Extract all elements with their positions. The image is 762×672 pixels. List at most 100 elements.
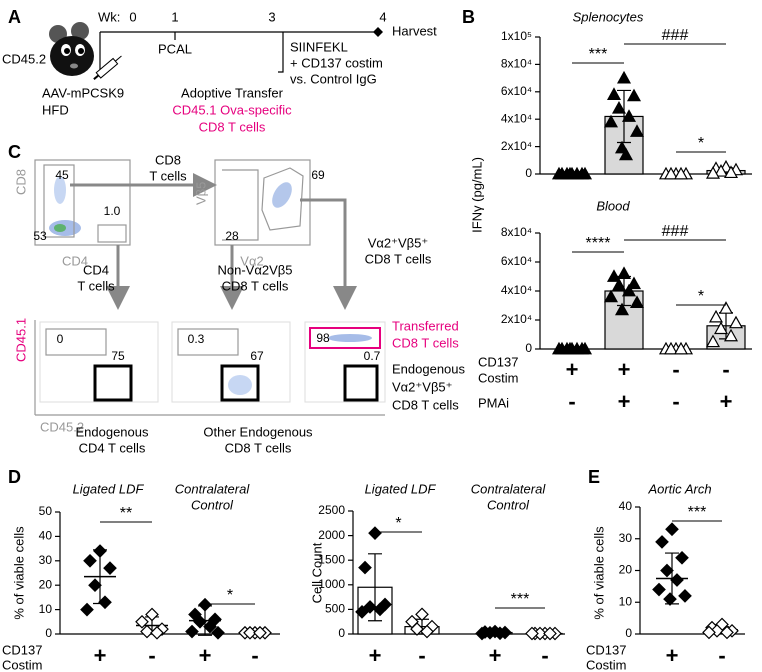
arrow-label: T cells — [149, 168, 187, 183]
error-bar — [617, 89, 631, 144]
axis-label: CD4 — [62, 253, 88, 268]
data-point — [723, 328, 739, 342]
condition-label: CD137 — [586, 642, 626, 657]
y-axis-label: % of viable cells — [11, 526, 26, 620]
y-tick-label: 30 — [619, 531, 633, 545]
population-label: Transferred — [392, 318, 459, 333]
data-point — [663, 166, 679, 180]
week-label: 0 — [129, 9, 136, 24]
data-point — [103, 561, 117, 575]
data-point — [363, 600, 377, 614]
population-label: Vα2⁺Vβ5⁺ — [392, 379, 453, 394]
y-tick-label: 2x10⁴ — [501, 139, 532, 153]
data-point — [713, 164, 729, 177]
y-tick-label: 2500 — [318, 503, 345, 517]
condition-sign: + — [199, 643, 212, 668]
arrow-label: CD4 — [83, 262, 109, 277]
population-label: CD8 T cells — [225, 440, 292, 455]
significance-label: * — [227, 587, 233, 604]
data-point — [720, 625, 734, 640]
panel-label: D — [8, 467, 21, 487]
gate-value: 0.7 — [364, 349, 381, 363]
condition-sign: + — [94, 643, 107, 668]
data-point — [185, 624, 199, 639]
flow-plots — [34, 159, 386, 416]
data-point — [705, 334, 721, 348]
condition-sign: + — [566, 357, 579, 382]
arrow-label: CD8 T cells — [365, 251, 432, 266]
data-point — [675, 550, 689, 565]
data-point — [629, 124, 645, 137]
condition-sign: + — [618, 389, 631, 414]
condition-sign: - — [672, 389, 679, 414]
data-point — [211, 625, 225, 640]
condition-sign: - — [251, 643, 258, 668]
chart-title: Splenocytes — [573, 9, 644, 24]
data-point — [98, 595, 112, 610]
model-label: AAV-mPCSK9 — [42, 85, 124, 100]
data-point — [253, 625, 267, 640]
condition-sign: - — [718, 643, 725, 668]
panel-label: A — [8, 7, 21, 27]
condition-sign: - — [541, 643, 548, 668]
significance-label: * — [698, 135, 704, 152]
data-point — [621, 283, 637, 297]
y-tick-label: 40 — [619, 499, 633, 513]
data-point — [606, 87, 622, 100]
condition-sign: + — [369, 643, 382, 668]
data-point — [616, 266, 632, 279]
condition-sign: + — [618, 357, 631, 382]
data-point — [562, 166, 578, 180]
data-point — [616, 70, 632, 84]
data-point — [543, 626, 557, 641]
data-point — [708, 309, 724, 323]
population-label: Endogenous — [75, 424, 149, 439]
data-point — [562, 341, 578, 355]
data-point — [135, 614, 149, 629]
data-point — [621, 109, 637, 122]
event-label: PCAL — [158, 41, 192, 56]
data-point — [728, 315, 744, 329]
chart-title: Ligated LDF — [73, 481, 145, 496]
data-point — [678, 589, 692, 603]
y-tick-label: 10 — [619, 594, 633, 608]
condition-label: Costim — [478, 370, 518, 385]
gate-value: 75 — [111, 349, 125, 363]
y-tick-label: 1500 — [318, 552, 345, 566]
condition-label: PMAi — [478, 395, 509, 410]
data-point — [551, 341, 567, 355]
event-label: CD45.1 Ova-specific — [172, 102, 292, 117]
week-label: 4 — [379, 9, 386, 24]
data-point — [603, 114, 619, 128]
data-point — [673, 166, 689, 180]
data-point — [355, 605, 369, 619]
data-point — [150, 625, 164, 640]
data-point — [670, 573, 684, 587]
data-point — [705, 166, 721, 179]
significance-label: **** — [586, 235, 611, 252]
data-point — [193, 614, 207, 629]
y-tick-label: 8x10⁴ — [501, 57, 532, 71]
significance-label: ### — [662, 27, 689, 44]
y-tick-label: 20 — [619, 563, 633, 577]
chart-title: Aortic Arch — [647, 481, 711, 496]
condition-sign: + — [720, 389, 733, 414]
panel-label: C — [8, 142, 21, 162]
arrow-label: T cells — [77, 278, 115, 293]
event-label: Adoptive Transfer — [181, 85, 284, 100]
axis-label: Vβ5 — [193, 182, 208, 205]
chart-title: Blood — [596, 198, 630, 213]
condition-sign: - — [568, 389, 575, 414]
gate-value: 1.0 — [104, 204, 121, 218]
population-label: CD8 T cells — [392, 335, 459, 350]
data-point — [618, 147, 634, 161]
gate-value: 0 — [57, 332, 64, 346]
arrow-label: CD8 T cells — [222, 278, 289, 293]
y-tick-label: 0 — [338, 626, 345, 640]
condition-sign: + — [666, 643, 679, 668]
data-point — [603, 289, 619, 303]
data-point — [626, 276, 642, 290]
population-label: CD8 T cells — [392, 397, 459, 412]
timeline-graphics — [99, 27, 383, 73]
